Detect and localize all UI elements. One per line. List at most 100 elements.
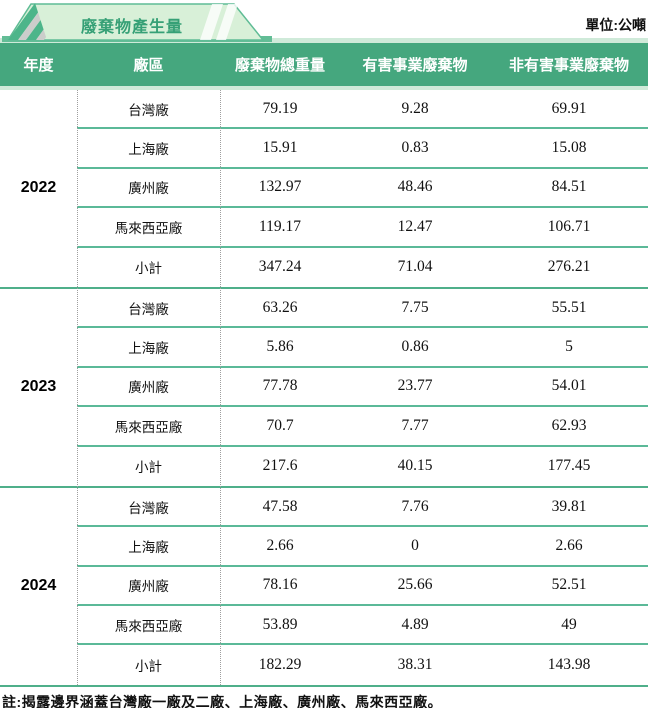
table-row: 廣州廠 132.97 48.46 84.51 [77,169,648,209]
non-hazardous-cell: 5 [565,338,573,356]
banner-area: 廢棄物產生量 單位:公噸 [0,0,648,43]
hazardous-cell: 71.04 [397,258,433,276]
year-group-rows: 台灣廠 63.26 7.75 55.51 上海廠 5.86 0.86 5 廣州廠… [77,289,648,486]
total-weight-cell: 70.7 [266,416,294,434]
subtotal-row: 小計 347.24 71.04 276.21 [77,248,648,287]
non-hazardous-cell: 54.01 [551,377,587,395]
column-header-non-hazardous: 非有害事業廢棄物 [508,57,629,74]
total-weight-cell: 132.97 [258,178,302,196]
plant-cell: 上海廠 [128,539,169,555]
year-group-rows: 台灣廠 79.19 9.28 69.91 上海廠 15.91 0.83 15.0… [77,90,648,287]
table-row: 上海廠 2.66 0 2.66 [77,527,648,567]
table-row: 廣州廠 78.16 25.66 52.51 [77,567,648,607]
plant-cell: 馬來西亞廠 [114,618,183,634]
total-weight-cell: 47.58 [262,497,298,515]
table-row: 台灣廠 63.26 7.75 55.51 [77,289,648,329]
ribbon-highlight-stripes-icon [200,4,238,40]
year-label: 2024 [20,577,57,595]
total-weight-cell: 78.16 [262,576,298,594]
non-hazardous-cell: 62.93 [551,416,587,434]
plant-cell: 台灣廠 [128,500,169,516]
table-row: 廣州廠 77.78 23.77 54.01 [77,368,648,408]
plant-cell: 上海廠 [128,142,169,158]
table-row: 馬來西亞廠 53.89 4.89 49 [77,606,648,646]
year-group-rows: 台灣廠 47.58 7.76 39.81 上海廠 2.66 0 2.66 廣州廠… [77,488,648,685]
column-header-total-weight: 廢棄物總重量 [234,57,325,74]
hazardous-cell: 23.77 [397,377,433,395]
waste-table-body: 2022 台灣廠 79.19 9.28 69.91 上海廠 15.91 0.83… [0,90,648,687]
non-hazardous-cell: 15.08 [551,139,587,157]
column-header-plant: 廠區 [133,57,164,74]
title-ribbon-decoration [2,3,272,42]
column-divider-year [77,90,78,685]
hazardous-cell: 12.47 [397,217,433,235]
hazardous-cell: 25.66 [397,576,433,594]
table-row: 上海廠 15.91 0.83 15.08 [77,129,648,169]
table-row: 馬來西亞廠 119.17 12.47 106.71 [77,208,648,248]
hazardous-cell: 7.75 [401,298,429,316]
page-title: 廢棄物產生量 [80,19,183,36]
non-hazardous-cell: 69.91 [551,99,587,117]
hazardous-cell: 48.46 [397,178,433,196]
hazardous-cell: 7.76 [401,497,429,515]
table-row: 上海廠 5.86 0.86 5 [77,328,648,368]
non-hazardous-cell: 84.51 [551,178,587,196]
unit-label: 單位:公噸 [585,17,646,33]
plant-cell: 廣州廠 [128,579,169,595]
year-group-2023: 2023 台灣廠 63.26 7.75 55.51 上海廠 5.86 0.86 … [0,286,648,486]
plant-cell: 廣州廠 [128,380,169,396]
note-text: 註:揭露邊界涵蓋台灣廠一廠及二廠、上海廠、廣州廠、馬來西亞廠。 [2,693,443,708]
plant-cell: 馬來西亞廠 [114,419,183,435]
total-weight-cell: 119.17 [258,217,302,235]
total-weight-cell: 217.6 [262,457,298,475]
hazardous-cell: 0.86 [401,338,429,356]
plant-cell: 小計 [135,460,162,476]
total-weight-cell: 2.66 [266,536,294,554]
plant-cell: 上海廠 [128,341,169,357]
non-hazardous-cell: 177.45 [547,457,591,475]
hazardous-cell: 7.77 [401,416,429,434]
hazardous-cell: 40.15 [397,457,433,475]
hazardous-cell: 4.89 [401,615,429,633]
plant-cell: 台灣廠 [128,102,169,118]
year-group-2022: 2022 台灣廠 79.19 9.28 69.91 上海廠 15.91 0.83… [0,90,648,287]
non-hazardous-cell: 49 [561,615,577,633]
column-header-year: 年度 [23,57,54,74]
plant-cell: 馬來西亞廠 [114,220,183,236]
total-weight-cell: 79.19 [262,99,298,117]
subtotal-row: 小計 217.6 40.15 177.45 [77,447,648,486]
table-row: 台灣廠 79.19 9.28 69.91 [77,90,648,130]
header-bottom-strip [0,86,648,90]
table-header: 年度 廠區 廢棄物總重量 有害事業廢棄物 非有害事業廢棄物 [0,43,648,86]
total-weight-cell: 5.86 [266,338,294,356]
plant-cell: 小計 [135,261,162,277]
table-row: 馬來西亞廠 70.7 7.77 62.93 [77,407,648,447]
non-hazardous-cell: 52.51 [551,576,587,594]
hazardous-cell: 0 [411,536,419,554]
subtotal-row: 小計 182.29 38.31 143.98 [77,645,648,684]
hazardous-cell: 9.28 [401,99,429,117]
total-weight-cell: 77.78 [262,377,298,395]
total-weight-cell: 182.29 [258,656,302,674]
table-row: 台灣廠 47.58 7.76 39.81 [77,488,648,528]
non-hazardous-cell: 143.98 [547,656,591,674]
non-hazardous-cell: 2.66 [555,536,583,554]
plant-cell: 台灣廠 [128,301,169,317]
non-hazardous-cell: 55.51 [551,298,587,316]
column-header-hazardous: 有害事業廢棄物 [362,57,468,74]
hazardous-cell: 38.31 [397,656,433,674]
column-divider-plant [220,90,221,685]
total-weight-cell: 15.91 [262,139,298,157]
total-weight-cell: 347.24 [258,258,302,276]
total-weight-cell: 63.26 [262,298,298,316]
non-hazardous-cell: 39.81 [551,497,587,515]
year-label: 2023 [20,378,57,396]
plant-cell: 廣州廠 [128,181,169,197]
year-group-2024: 2024 台灣廠 47.58 7.76 39.81 上海廠 2.66 0 2.6… [0,485,648,685]
ribbon-body [6,3,265,41]
non-hazardous-cell: 106.71 [547,217,591,235]
total-weight-cell: 53.89 [262,615,298,633]
hazardous-cell: 0.83 [401,139,429,157]
non-hazardous-cell: 276.21 [547,258,591,276]
